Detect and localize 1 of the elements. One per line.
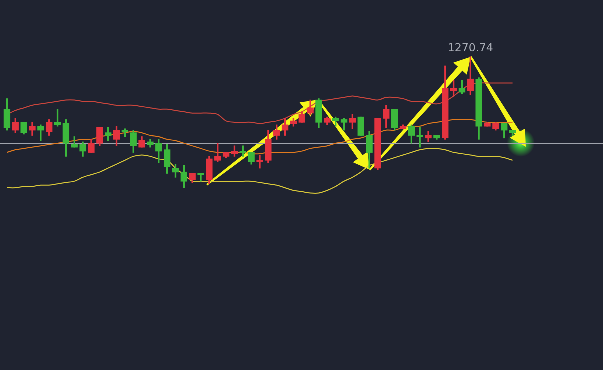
text: 1270.74 bbox=[448, 41, 494, 54]
